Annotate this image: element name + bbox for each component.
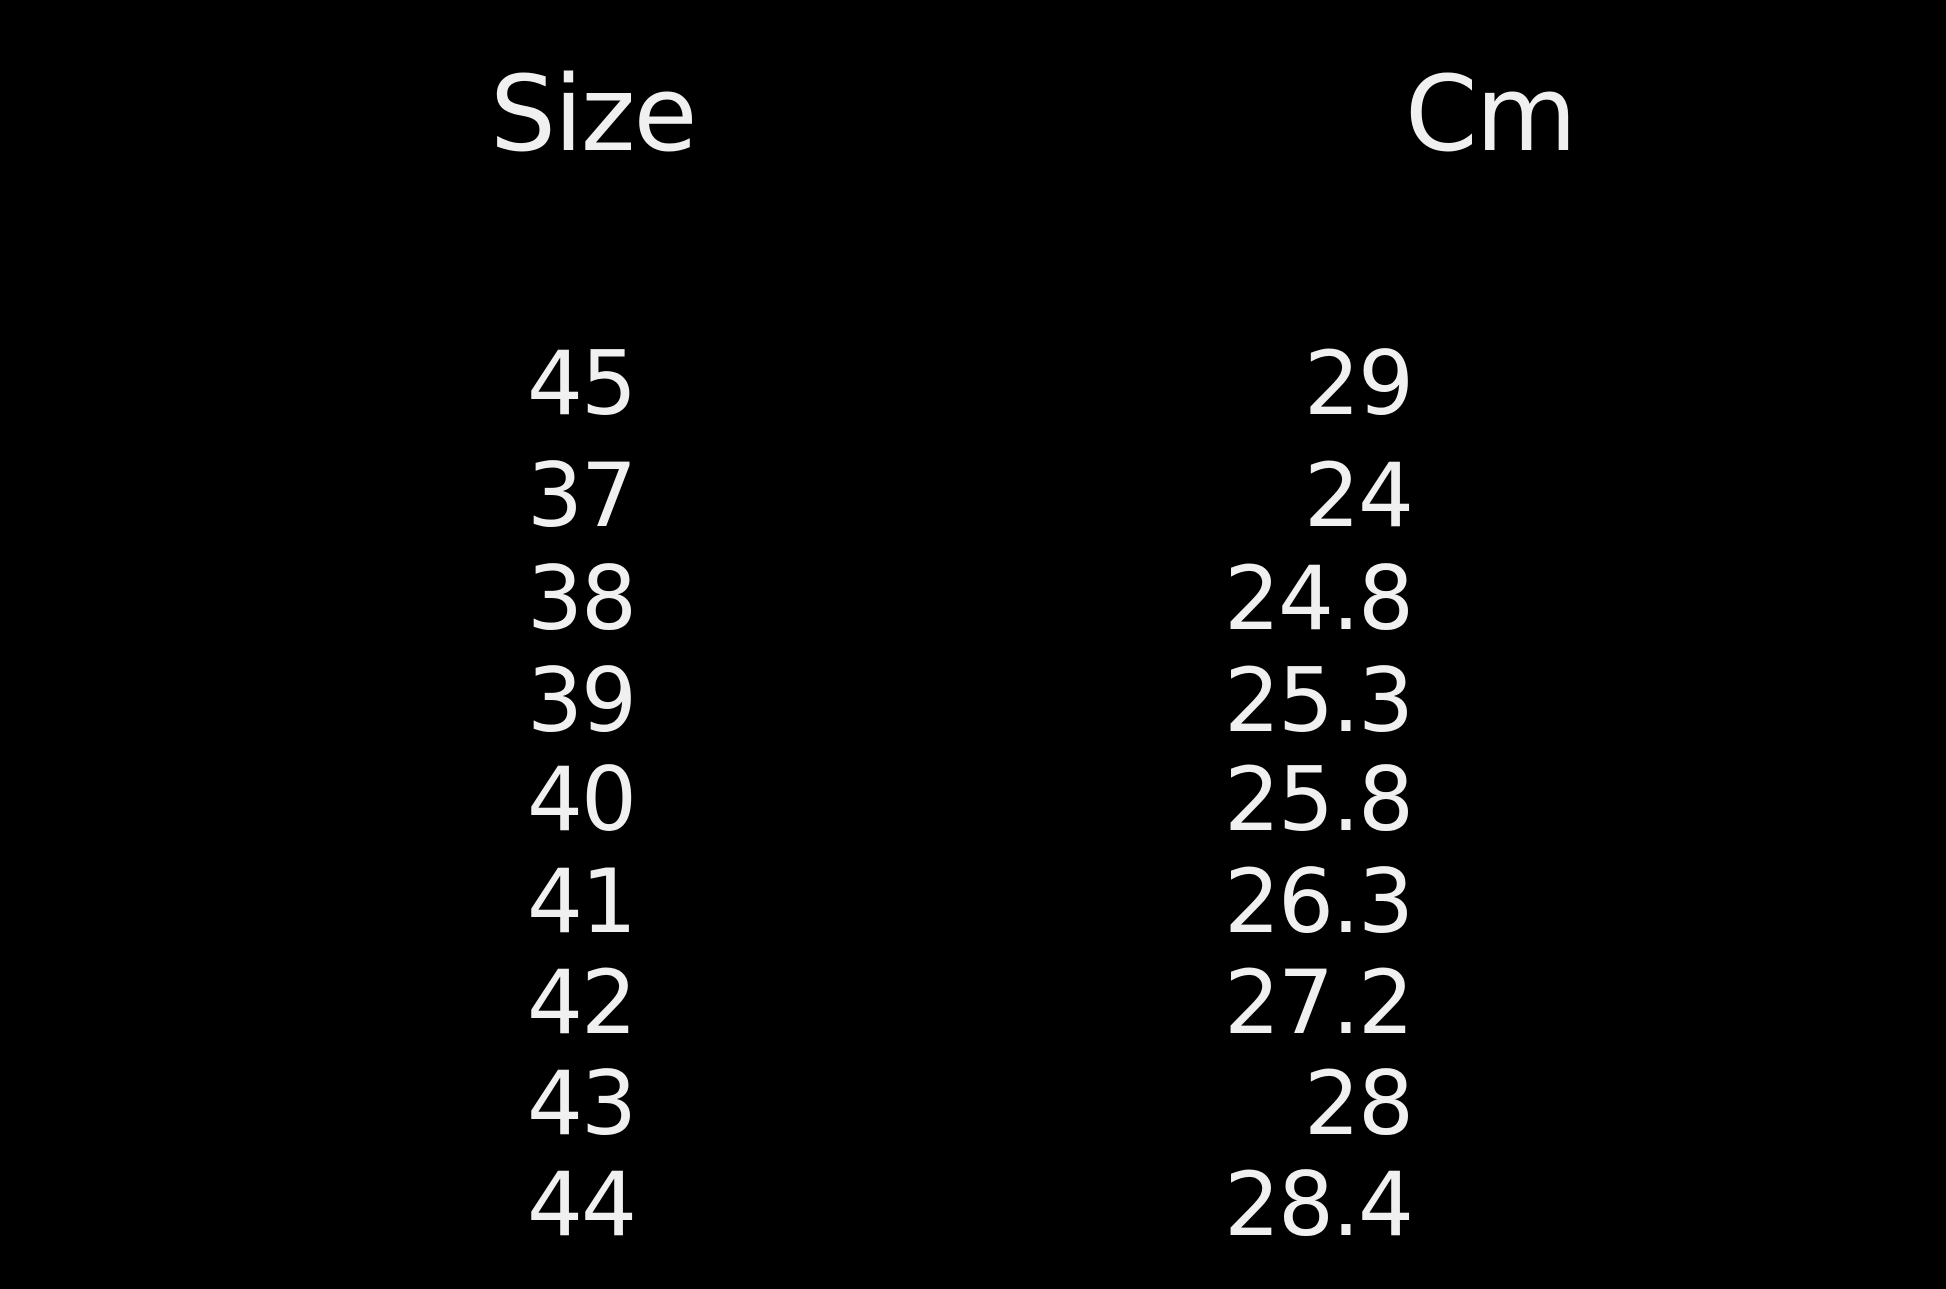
- size-cell: 44: [527, 1153, 637, 1256]
- size-cell: 42: [527, 951, 637, 1054]
- header-cm: Cm: [1405, 53, 1577, 175]
- cm-cell: 24.8: [1224, 547, 1414, 650]
- cm-cell: 28.4: [1224, 1153, 1414, 1256]
- size-cell: 45: [527, 332, 637, 435]
- size-cell: 38: [527, 547, 637, 650]
- cm-cell: 29: [1304, 332, 1414, 435]
- cm-cell: 26.3: [1224, 850, 1414, 953]
- size-cell: 40: [527, 748, 637, 851]
- cm-cell: 24: [1304, 444, 1414, 547]
- cm-cell: 27.2: [1224, 951, 1414, 1054]
- size-cell: 43: [527, 1052, 637, 1155]
- size-cell: 37: [527, 444, 637, 547]
- cm-cell: 25.3: [1224, 649, 1414, 752]
- size-cell: 39: [527, 649, 637, 752]
- cm-cell: 25.8: [1224, 748, 1414, 851]
- size-cell: 41: [527, 850, 637, 953]
- header-size: Size: [490, 53, 697, 175]
- cm-cell: 28: [1304, 1052, 1414, 1155]
